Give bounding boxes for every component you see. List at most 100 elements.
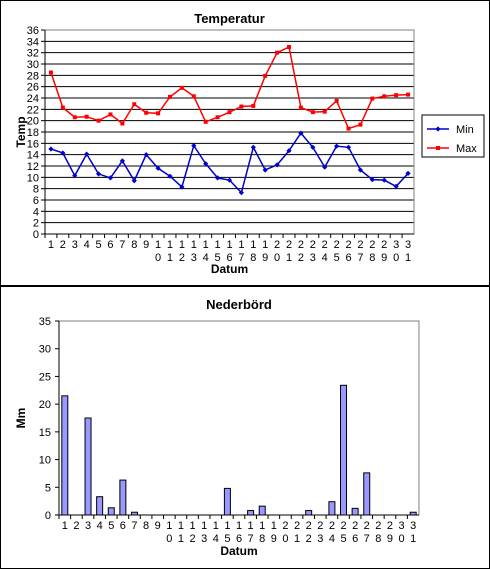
y-tick-label: 30: [39, 344, 51, 356]
x-tick-label-second-line: 0: [155, 252, 161, 264]
y-tick-label: 10: [39, 455, 51, 467]
y-tick-label: 4: [33, 206, 39, 218]
x-tick-label-second-line: 9: [262, 252, 268, 264]
bar: [247, 510, 255, 516]
y-tick-label: 35: [39, 316, 51, 328]
data-point-min: [48, 146, 54, 152]
data-point-max: [275, 50, 280, 55]
bar: [96, 496, 104, 516]
x-tick-label: 1: [250, 239, 256, 251]
x-tick-label-second-line: 0: [282, 533, 288, 545]
x-tick-label-second-line: 7: [357, 252, 363, 264]
x-tick-label: 2: [274, 239, 280, 251]
data-point-min: [310, 144, 316, 150]
x-tick-label: 2: [310, 239, 316, 251]
x-tick-label: 8: [131, 239, 137, 251]
y-tick-label: 14: [27, 150, 39, 162]
y-tick-label: 16: [27, 138, 39, 150]
data-point-min: [405, 170, 411, 176]
x-tick-label-second-line: 8: [369, 252, 375, 264]
bar: [351, 507, 359, 516]
temperature-chart: Temperatur024681012141618202224262830323…: [14, 11, 485, 276]
data-point-min: [60, 150, 66, 156]
x-tick-label: 1: [179, 239, 185, 251]
x-tick-label-second-line: 6: [226, 252, 232, 264]
x-tick-label: 2: [286, 239, 292, 251]
x-tick-label-second-line: 9: [381, 252, 387, 264]
data-point-min: [72, 173, 78, 179]
y-tick-label: 26: [27, 82, 39, 94]
y-tick-label: 22: [27, 104, 39, 116]
x-tick-label: 1: [259, 520, 265, 532]
data-point-max: [263, 73, 268, 78]
x-tick-label-second-line: 3: [201, 533, 207, 545]
y-tick-label: 15: [39, 427, 51, 439]
x-tick-label: 8: [143, 520, 149, 532]
legend-label-max: Max: [456, 143, 477, 155]
x-tick-label-second-line: 2: [189, 533, 195, 545]
data-point-max: [239, 104, 244, 109]
x-tick-label: 9: [155, 520, 161, 532]
data-point-min: [214, 175, 221, 181]
x-tick-label-second-line: 2: [306, 533, 312, 545]
data-point-min: [167, 173, 173, 179]
data-point-min: [119, 158, 125, 164]
x-tick-label-second-line: 6: [345, 252, 351, 264]
data-point-max: [346, 126, 351, 131]
data-point-max: [179, 85, 184, 90]
x-tick-label-second-line: 5: [340, 533, 346, 545]
data-point-max: [156, 111, 161, 116]
x-tick-label: 2: [357, 239, 363, 251]
x-tick-label-second-line: 3: [191, 252, 197, 264]
x-tick-label: 2: [298, 239, 304, 251]
x-tick-label-second-line: 2: [298, 252, 304, 264]
x-tick-label-second-line: 0: [274, 252, 280, 264]
data-point-min: [203, 161, 209, 167]
data-point-min: [381, 177, 387, 183]
x-tick-label-second-line: 8: [375, 533, 381, 545]
precipitation-chart-panel: Nederbörd 0 5 10 15 20 25 30 35 1 2 3 4 5 6 7 8 9 1 0 1 1 1 2 1 3…: [0, 286, 490, 569]
x-tick-label-second-line: 6: [352, 533, 358, 545]
y-tick-label: 25: [39, 371, 51, 383]
bar: [61, 395, 69, 516]
x-tick-label: 5: [108, 520, 114, 532]
bar: [107, 507, 115, 516]
x-tick-label-second-line: 1: [178, 533, 184, 545]
bar: [258, 505, 266, 516]
legend-label-min: Min: [456, 124, 474, 136]
data-point-min: [393, 183, 399, 189]
x-tick-label: 1: [178, 520, 184, 532]
temperature-chart-panel: Temperatur 0 2 4 6 8 10 12 14 16 18 20 22 24 26 28 30 32 3…: [0, 0, 490, 286]
x-tick-label: 3: [72, 239, 78, 251]
data-point-max: [108, 112, 113, 117]
x-tick-label: 2: [294, 520, 300, 532]
data-point-max: [48, 70, 53, 75]
x-tick-label: 2: [369, 239, 375, 251]
data-point-max: [251, 103, 256, 108]
data-point-min: [226, 177, 233, 183]
data-point-max: [84, 114, 89, 119]
y-tick-label: 36: [27, 25, 39, 37]
x-tick-label-second-line: 4: [213, 533, 219, 545]
x-axis-title: Datum: [220, 544, 257, 558]
data-point-min: [238, 190, 245, 196]
data-point-max: [382, 94, 387, 99]
data-point-max: [310, 110, 315, 115]
x-tick-label: 2: [352, 520, 358, 532]
x-tick-label-second-line: 0: [399, 533, 405, 545]
data-point-min: [334, 143, 340, 149]
data-point-max: [191, 94, 196, 99]
x-tick-label-second-line: 4: [203, 252, 209, 264]
x-axis-title: Datum: [211, 262, 248, 276]
x-tick-label-second-line: 6: [236, 533, 242, 545]
y-tick-label: 34: [27, 36, 39, 48]
y-tick-label: 0: [45, 510, 51, 522]
x-tick-label-second-line: 5: [224, 533, 230, 545]
x-tick-label: 1: [226, 239, 232, 251]
data-point-max: [298, 105, 303, 110]
x-tick-label-second-line: 2: [179, 252, 185, 264]
legend-marker-min: [435, 126, 441, 132]
x-tick-label: 2: [60, 239, 66, 251]
x-tick-label: 1: [166, 520, 172, 532]
x-tick-label: 2: [329, 520, 335, 532]
